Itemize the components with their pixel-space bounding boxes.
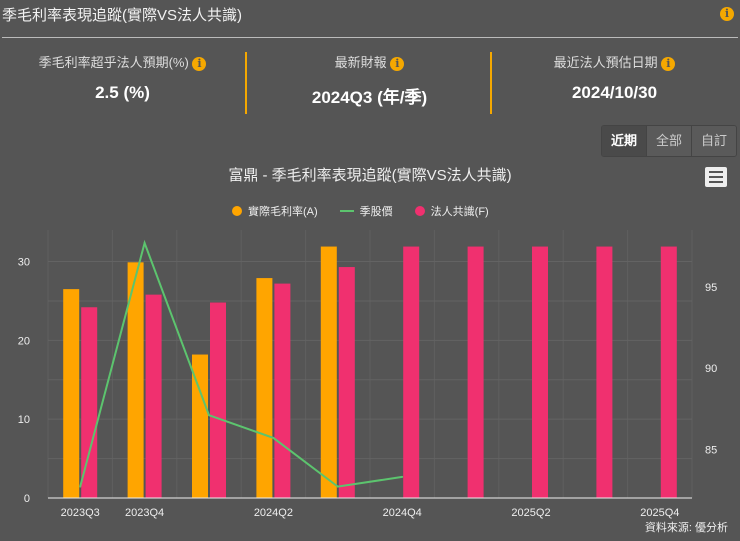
bar-consensus [210, 302, 226, 498]
bar-actual [320, 246, 337, 498]
info-icon[interactable]: i [661, 57, 676, 71]
point-price [143, 241, 146, 244]
bar-consensus [532, 246, 548, 498]
y2-tick-label: 90 [705, 363, 717, 375]
divider [490, 52, 492, 114]
stat-label: 季毛利率超乎法人預期(%) [38, 55, 189, 70]
stat-gm-surprise: 季毛利率超乎法人預期(%) i 2.5 (%) [0, 52, 245, 103]
stat-value: 2024/10/30 [571, 83, 658, 102]
bar-consensus [403, 246, 420, 498]
stat-label: 最近法人預估日期 [553, 55, 658, 70]
point-price [272, 436, 275, 439]
y2-tick-label: 95 [705, 282, 717, 294]
bar-consensus [338, 267, 355, 498]
legend-label: 法人共識(F) [430, 206, 489, 218]
bar-actual [63, 289, 80, 498]
info-icon[interactable]: i [390, 57, 405, 71]
source-note: 資料來源: 優分析 [644, 522, 728, 534]
divider [2, 37, 738, 38]
y-tick-label: 20 [18, 335, 30, 347]
x-tick-label: 2024Q4 [383, 507, 422, 519]
stat-estimate-date: 最近法人預估日期 i 2024/10/30 [492, 52, 737, 103]
legend-label: 實際毛利率(A) [248, 206, 318, 218]
bar-consensus [145, 294, 162, 498]
range-custom-button[interactable]: 自訂 [691, 126, 736, 156]
legend-item-price[interactable]: 季股價 [339, 203, 393, 219]
legend-marker [414, 206, 425, 216]
y2-tick-label: 85 [705, 444, 717, 456]
legend-marker [339, 210, 354, 212]
y-tick-label: 30 [18, 257, 30, 269]
stat-label: 最新財報 [334, 55, 387, 70]
y-tick-label: 10 [18, 414, 30, 426]
range-recent-button[interactable]: 近期 [602, 126, 646, 156]
stat-latest-report: 最新財報 i 2024Q3 (年/季) [247, 52, 492, 108]
menu-icon[interactable] [705, 167, 727, 187]
bar-consensus [660, 246, 677, 498]
legend: 實際毛利率(A) 季股價 法人共識(F) [232, 203, 489, 219]
point-price [336, 485, 339, 488]
divider [245, 52, 247, 114]
chart-title: 富鼎 - 季毛利率表現追蹤(實際VS法人共識) [228, 167, 512, 184]
bar-consensus [81, 307, 98, 498]
bar-consensus [274, 283, 291, 498]
legend-label: 季股價 [359, 206, 393, 218]
range-all-button[interactable]: 全部 [646, 126, 691, 156]
info-icon[interactable]: i [192, 57, 207, 71]
bar-consensus [596, 246, 613, 498]
info-icon[interactable]: i [720, 7, 734, 21]
point-price [208, 414, 210, 417]
line-price [79, 239, 403, 488]
point-price [401, 475, 404, 478]
bar-consensus [467, 246, 484, 498]
legend-marker [232, 206, 242, 216]
x-tick-label: 2023Q3 [61, 507, 100, 519]
legend-item-consensus[interactable]: 法人共識(F) [414, 203, 489, 219]
stat-value: 2.5 (%) [95, 83, 150, 102]
bar-actual [256, 278, 273, 498]
bar-actual [192, 354, 208, 498]
bar-actual [127, 262, 144, 498]
x-tick-label: 2023Q4 [125, 507, 164, 519]
y-tick-label: 0 [24, 493, 30, 505]
x-tick-label: 2025Q2 [511, 507, 550, 519]
legend-item-actual[interactable]: 實際毛利率(A) [232, 203, 318, 219]
stat-value: 2024Q3 (年/季) [311, 88, 428, 107]
range-selector: 近期 全部 自訂 [601, 125, 737, 157]
point-price [79, 485, 82, 488]
section-title: 季毛利率表現追蹤(實際VS法人共識) [2, 7, 243, 24]
x-tick-label: 2025Q4 [640, 507, 679, 519]
x-tick-label: 2024Q2 [254, 507, 293, 519]
